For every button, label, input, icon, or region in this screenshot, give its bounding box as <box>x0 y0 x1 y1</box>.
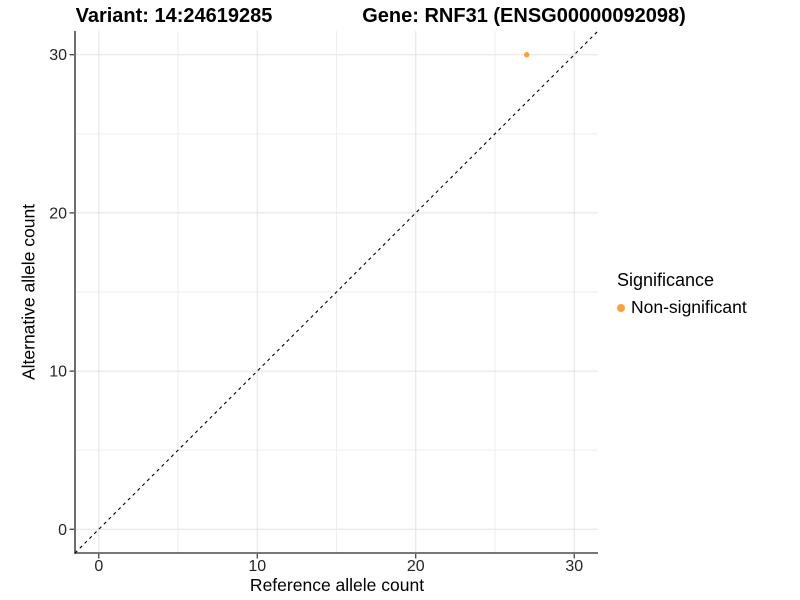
legend: Significance Non-significant <box>617 270 747 318</box>
y-tick-label: 0 <box>58 522 67 539</box>
legend-item-label: Non-significant <box>631 297 747 317</box>
legend-title: Significance <box>617 270 715 290</box>
y-tick-label: 10 <box>49 364 67 381</box>
x-tick-label: 30 <box>565 558 583 575</box>
x-axis-label: Reference allele count <box>249 575 425 595</box>
legend-point-icon <box>617 303 625 312</box>
legend-item: Non-significant <box>617 297 747 318</box>
y-tick-label: 30 <box>49 47 67 64</box>
x-tick-label: 20 <box>407 558 425 575</box>
data-point <box>523 52 530 58</box>
x-tick-label: 0 <box>94 558 103 575</box>
identity-dashed-line <box>74 30 599 554</box>
x-tick-label: 10 <box>248 558 266 575</box>
y-tick-label: 20 <box>49 205 67 222</box>
plot-title-gene: Gene: RNF31 (ENSG00000092098) <box>362 5 686 27</box>
y-axis-label: Alternative allele count <box>18 203 39 381</box>
plot-title-variant: Variant: 14:24619285 <box>75 5 273 27</box>
